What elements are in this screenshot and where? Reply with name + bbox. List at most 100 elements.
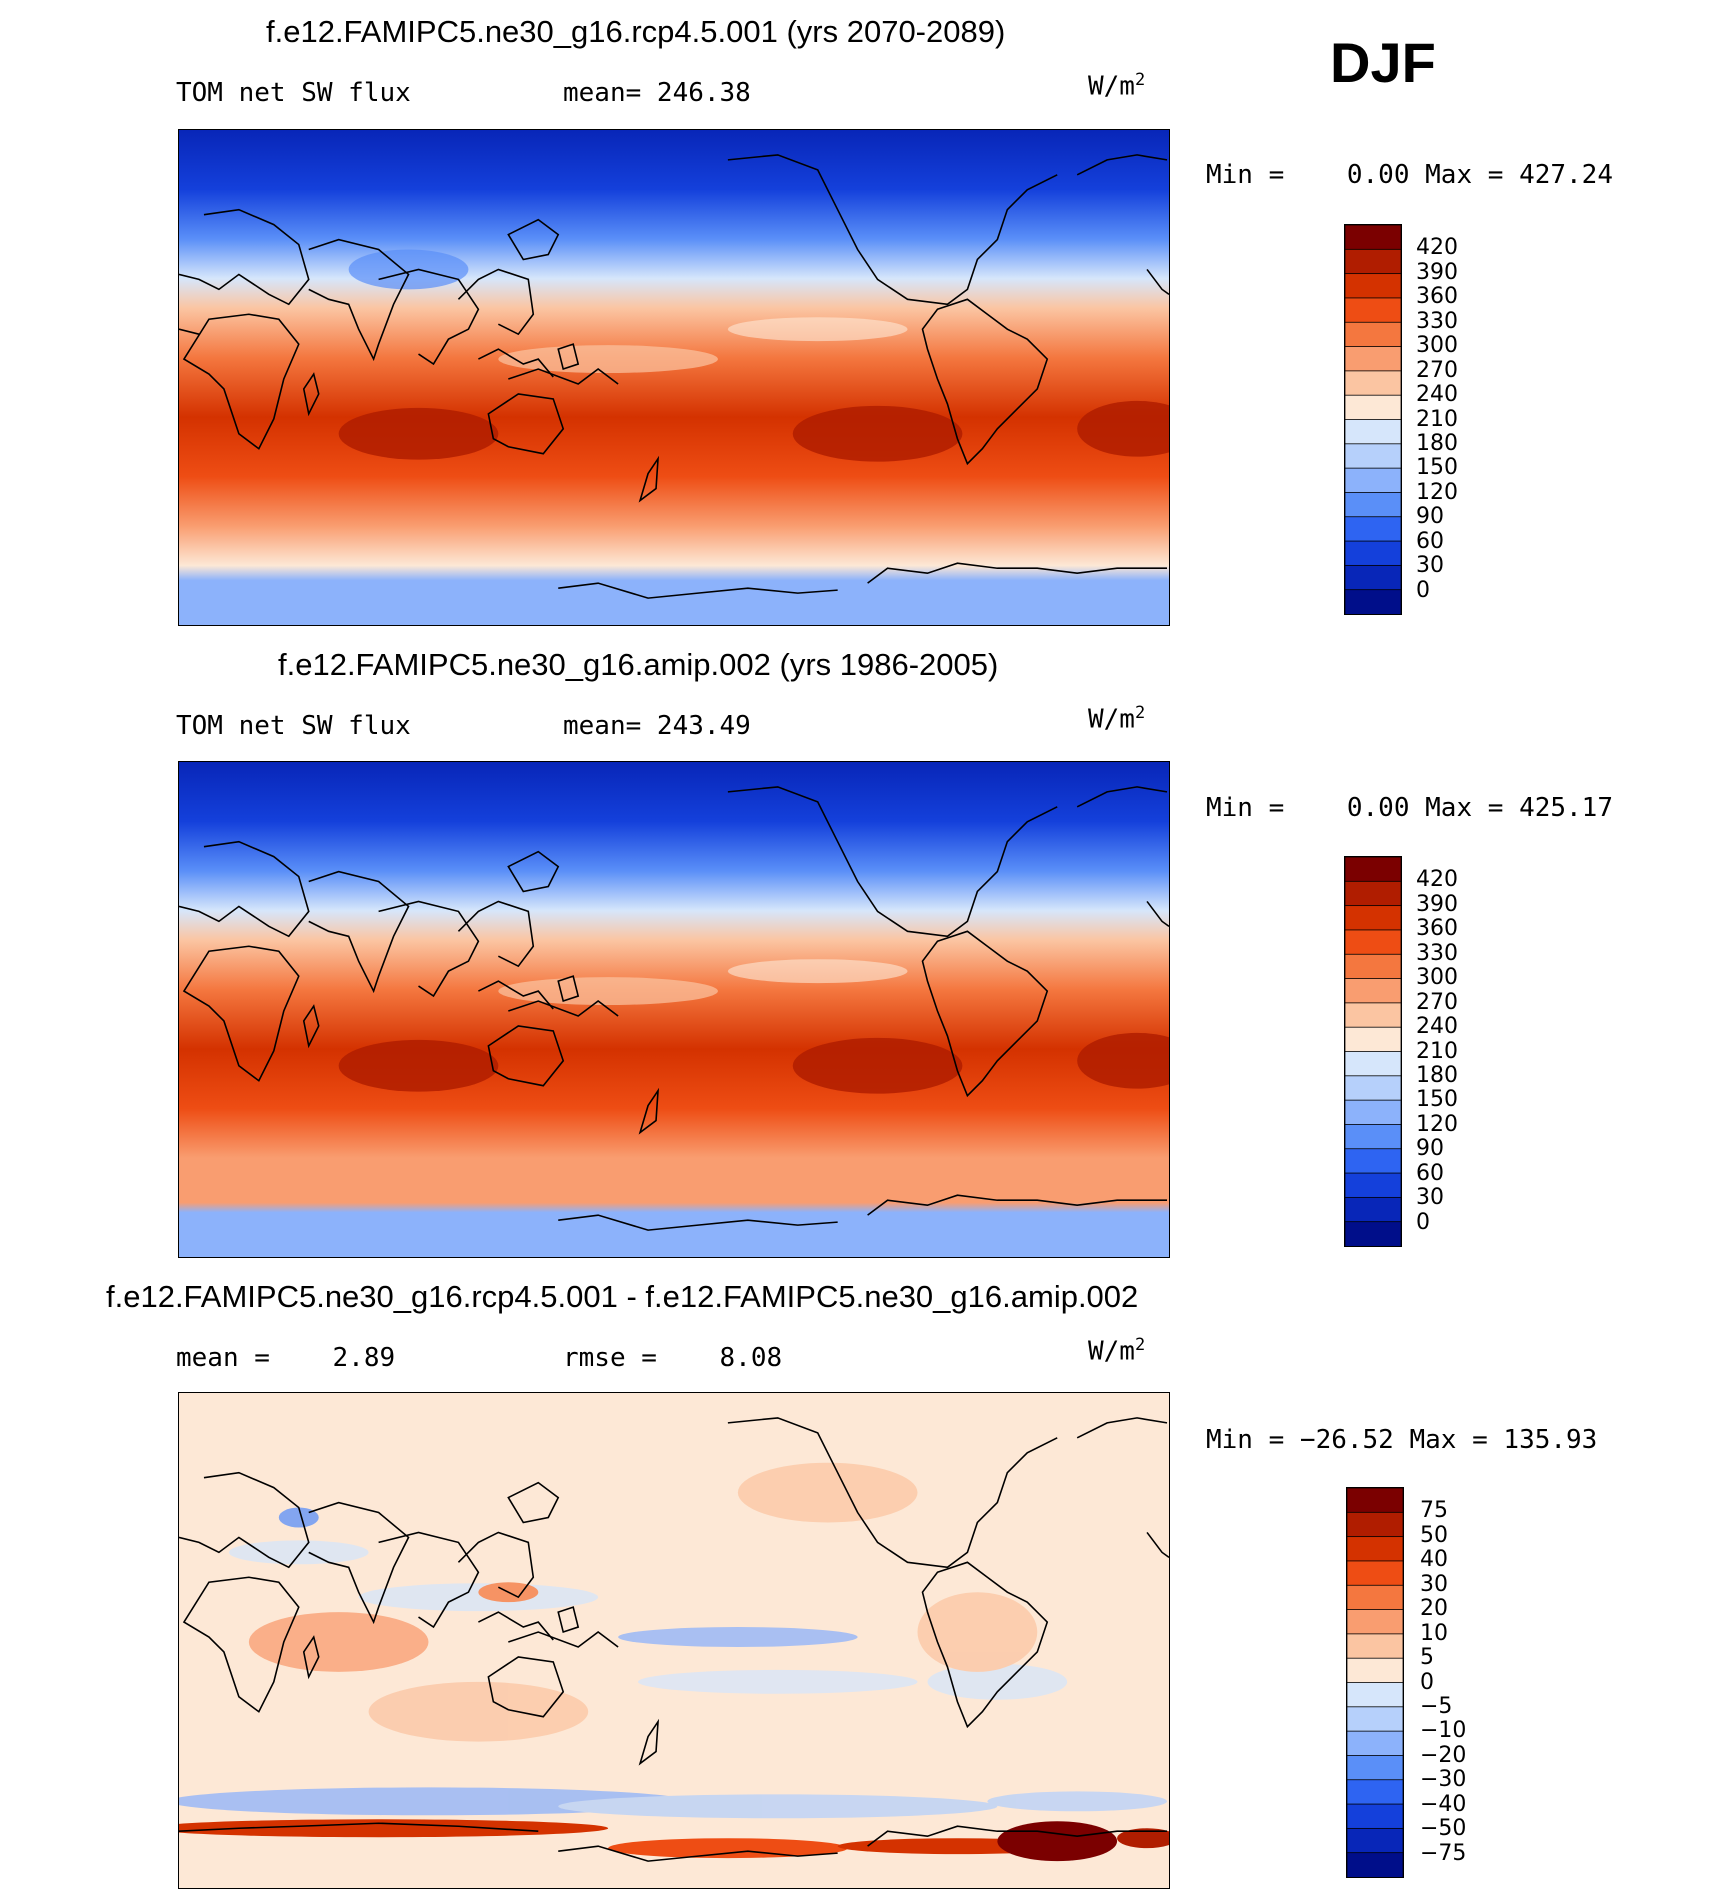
panel3-title: f.e12.FAMIPC5.ne30_g16.rcp4.5.001 - f.e1… (106, 1279, 1139, 1314)
panel2-tick: 270 (1416, 989, 1458, 1015)
panel2-title: f.e12.FAMIPC5.ne30_g16.amip.002 (yrs 198… (278, 647, 999, 682)
colorbar-swatch (1347, 1803, 1403, 1830)
colorbar-swatch (1345, 346, 1401, 372)
panel2-tick: 150 (1416, 1087, 1458, 1113)
panel3-tick: 40 (1420, 1547, 1448, 1573)
colorbar-swatch (1347, 1852, 1403, 1877)
colorbar-swatch (1345, 857, 1401, 883)
panel1-tick: 0 (1416, 577, 1430, 603)
panel3-tick: 5 (1420, 1645, 1434, 1671)
colorbar-swatch (1345, 1051, 1401, 1077)
panel1-tick: 270 (1416, 357, 1458, 383)
colorbar-swatch (1345, 225, 1401, 251)
panel3-tick: −40 (1420, 1791, 1467, 1817)
panel2-map (178, 761, 1170, 1258)
colorbar-swatch (1345, 905, 1401, 931)
colorbar-swatch (1345, 1099, 1401, 1126)
colorbar-swatch (1347, 1560, 1403, 1587)
panel3-tick: 10 (1420, 1620, 1448, 1646)
panel1-tick: 60 (1416, 528, 1444, 554)
colorbar-swatch (1345, 516, 1401, 542)
panel3-mean-label: mean = 2.89 (176, 1343, 396, 1373)
panel3-tick: −75 (1420, 1840, 1467, 1866)
panel2-tick: 180 (1416, 1062, 1458, 1088)
panel1-tick: 150 (1416, 455, 1458, 481)
panel1-tick: 180 (1416, 430, 1458, 456)
panel3-tick: −20 (1420, 1742, 1467, 1768)
panel1-tick: 240 (1416, 382, 1458, 408)
colorbar-swatch (1345, 370, 1401, 397)
panel3-tick: 30 (1420, 1571, 1448, 1597)
panel3-tick: 0 (1420, 1669, 1434, 1695)
panel2-colorbar (1344, 856, 1402, 1247)
colorbar-swatch (1345, 394, 1401, 421)
panel1-variable-label: TOM net SW flux (176, 78, 411, 108)
panel1-tick: 210 (1416, 406, 1458, 432)
colorbar-swatch (1345, 1075, 1401, 1102)
colorbar-swatch (1347, 1609, 1403, 1635)
colorbar-swatch (1345, 273, 1401, 299)
colorbar-swatch (1347, 1584, 1403, 1611)
panel1-mean-label: mean= 246.38 (563, 78, 751, 108)
colorbar-swatch (1345, 589, 1401, 614)
colorbar-swatch (1345, 929, 1401, 956)
panel2-tick: 120 (1416, 1111, 1458, 1137)
panel1-tick: 330 (1416, 308, 1458, 334)
colorbar-swatch (1345, 540, 1401, 567)
colorbar-swatch (1345, 248, 1401, 275)
panel1-tick: 300 (1416, 333, 1458, 359)
panel2-tick: 360 (1416, 916, 1458, 942)
colorbar-swatch (1345, 1002, 1401, 1029)
season-label: DJF (1330, 31, 1436, 94)
panel3-units: W/m2 (1088, 1335, 1146, 1367)
panel1-colorbar (1344, 224, 1402, 615)
panel1-tick: 360 (1416, 284, 1458, 310)
panel3-tick: −10 (1420, 1718, 1467, 1744)
panel2-tick: 300 (1416, 965, 1458, 991)
colorbar-swatch (1347, 1511, 1403, 1538)
colorbar-swatch (1345, 953, 1401, 980)
panel2-tick: 90 (1416, 1136, 1444, 1162)
panel2-tick: 0 (1416, 1209, 1430, 1235)
panel1-tick: 90 (1416, 504, 1444, 530)
colorbar-swatch (1345, 564, 1401, 591)
colorbar-swatch (1345, 1124, 1401, 1150)
colorbar-swatch (1345, 419, 1401, 445)
panel2-tick: 420 (1416, 867, 1458, 893)
colorbar-swatch (1347, 1657, 1403, 1684)
colorbar-swatch (1347, 1827, 1403, 1854)
colorbar-swatch (1345, 492, 1401, 518)
panel2-tick: 330 (1416, 940, 1458, 966)
panel1-colorbar-ticks: 420 390 360 330 300 270 240 210 180 150 … (1416, 224, 1516, 615)
colorbar-swatch (1347, 1633, 1403, 1660)
panel2-variable-label: TOM net SW flux (176, 711, 411, 741)
colorbar-swatch (1345, 443, 1401, 470)
panel2-minmax: Min = 0.00 Max = 425.17 (1206, 793, 1613, 823)
colorbar-swatch (1345, 1026, 1401, 1053)
colorbar-swatch (1347, 1779, 1403, 1805)
panel1-tick: 420 (1416, 235, 1458, 261)
panel2-tick: 390 (1416, 891, 1458, 917)
colorbar-swatch (1345, 467, 1401, 494)
colorbar-swatch (1347, 1488, 1403, 1514)
panel1-units: W/m2 (1088, 70, 1146, 102)
panel1-minmax: Min = 0.00 Max = 427.24 (1206, 160, 1613, 190)
panel1-tick: 30 (1416, 553, 1444, 579)
panel3-colorbar-ticks: 75 50 40 30 20 10 5 0 −5 −10 −20 −30 −40… (1420, 1487, 1520, 1878)
panel2-units: W/m2 (1088, 703, 1146, 735)
panel2-tick: 240 (1416, 1014, 1458, 1040)
panel3-minmax: Min = −26.52 Max = 135.93 (1206, 1425, 1598, 1455)
colorbar-swatch (1345, 880, 1401, 907)
panel3-tick: 75 (1420, 1498, 1448, 1524)
colorbar-swatch (1347, 1730, 1403, 1757)
colorbar-swatch (1345, 1221, 1401, 1246)
panel3-tick: 50 (1420, 1522, 1448, 1548)
colorbar-swatch (1345, 978, 1401, 1004)
colorbar-swatch (1345, 297, 1401, 324)
colorbar-swatch (1345, 1172, 1401, 1199)
colorbar-swatch (1345, 1148, 1401, 1174)
panel2-tick: 60 (1416, 1160, 1444, 1186)
panel3-tick: 20 (1420, 1596, 1448, 1622)
colorbar-swatch (1347, 1536, 1403, 1562)
panel3-tick: −5 (1420, 1693, 1453, 1719)
